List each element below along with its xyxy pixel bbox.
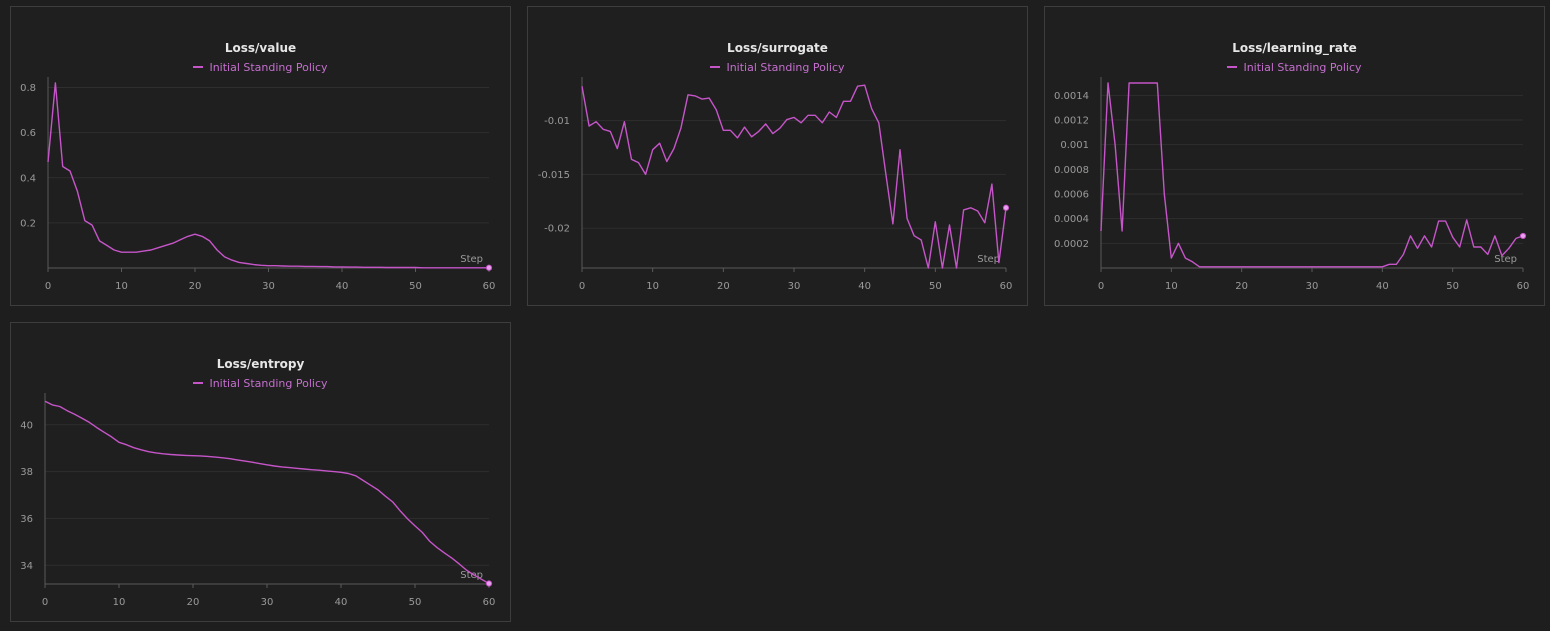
y-tick-label: 0.4 [20,173,36,184]
x-tick-label: 30 [788,281,801,292]
y-tick-label: 0.2 [20,218,36,229]
chart-panel-loss-entropy: Loss/entropy Initial Standing Policy 34 3… [10,322,511,622]
x-tick-label: 60 [1517,281,1530,292]
chart-svg[interactable]: 0.2 0.4 0.6 0.8 0 10 20 30 40 50 60 Step [11,7,510,305]
x-tick-label: 30 [261,597,274,608]
x-tick-label: 60 [483,281,496,292]
y-tick-label: 0.0004 [1054,214,1089,225]
y-tick-label: 0.8 [20,83,36,94]
x-axis-label: Step [460,570,483,581]
legend-label: Initial Standing Policy [1243,61,1362,74]
chart-panel-loss-value: Loss/value Initial Standing Policy 0.2 0.… [10,6,511,306]
x-tick-label: 10 [113,597,126,608]
chart-title: Loss/entropy [216,357,305,371]
last-point-marker [485,580,493,587]
chart-svg[interactable]: 0.0002 0.0004 0.0006 0.0008 0.001 0.0012 0.001… [1045,7,1544,305]
x-tick-label: 20 [717,281,730,292]
chart-legend[interactable]: Initial Standing Policy [1045,61,1544,74]
legend-swatch [193,382,204,384]
legend-swatch [1227,66,1238,68]
chart-legend[interactable]: Initial Standing Policy [528,61,1027,74]
chart-legend[interactable]: Initial Standing Policy [11,61,510,74]
y-tick-label: 0.0014 [1054,91,1089,102]
last-point-marker [1519,232,1527,240]
x-tick-label: 60 [483,597,496,608]
x-tick-label: 30 [262,281,275,292]
legend-label: Initial Standing Policy [209,377,328,390]
x-tick-label: 50 [409,597,422,608]
x-tick-label: 30 [1306,281,1319,292]
chart-title: Loss/surrogate [727,41,828,55]
x-tick-label: 40 [858,281,871,292]
x-axis-label: Step [1494,254,1517,265]
x-tick-label: 60 [1000,281,1013,292]
x-tick-label: 10 [115,281,128,292]
y-tick-label: 36 [20,514,33,525]
series-line [44,400,490,585]
last-point-marker [485,264,493,271]
y-tick-label: 0.6 [20,128,36,139]
x-tick-label: 10 [646,281,659,292]
legend-swatch [710,66,721,68]
x-tick-label: 40 [336,281,349,292]
chart-panel-loss-surrogate: Loss/surrogate Initial Standing Policy -… [527,6,1028,306]
x-tick-label: 20 [189,281,202,292]
chart-svg[interactable]: 34 36 38 40 0 10 20 30 40 50 60 Step [11,323,510,621]
series-line [581,84,1007,269]
x-axis-label: Step [460,254,483,265]
x-tick-label: 50 [409,281,422,292]
y-tick-label: 0.0008 [1054,165,1089,176]
x-tick-label: 0 [579,281,585,292]
y-tick-label: 0.001 [1060,140,1089,151]
x-tick-label: 0 [45,281,51,292]
x-tick-label: 40 [335,597,348,608]
x-tick-label: 50 [929,281,942,292]
chart-legend[interactable]: Initial Standing Policy [11,377,510,390]
x-tick-label: 0 [42,597,48,608]
chart-title: Loss/value [224,41,297,55]
legend-label: Initial Standing Policy [209,61,328,74]
last-point-marker [1002,204,1010,211]
y-tick-label: 34 [20,561,33,572]
x-tick-label: 50 [1446,281,1459,292]
y-tick-label: 0.0006 [1054,190,1089,201]
y-tick-label: 40 [20,420,33,431]
y-tick-label: -0.01 [544,116,570,127]
x-tick-label: 40 [1376,281,1389,292]
x-tick-label: 20 [1235,281,1248,292]
chart-svg[interactable]: -0.01 -0.015 -0.02 0 10 20 30 40 50 60 Step [528,7,1027,305]
y-tick-label: 0.0002 [1054,239,1089,250]
legend-swatch [193,66,204,68]
series-line [47,82,489,269]
y-tick-label: 0.0012 [1054,116,1089,127]
x-tick-label: 20 [187,597,200,608]
y-tick-label: 38 [20,467,33,478]
series-line [1100,82,1524,268]
y-tick-label: -0.02 [544,224,570,235]
x-axis-label: Step [977,254,1000,265]
chart-title: Loss/learning_rate [1232,41,1357,55]
x-tick-label: 0 [1098,281,1104,292]
chart-panel-loss-learning-rate: Loss/learning_rate Initial Standing Poli… [1044,6,1545,306]
x-tick-label: 10 [1165,281,1178,292]
legend-label: Initial Standing Policy [726,61,845,74]
y-tick-label: -0.015 [538,170,570,181]
